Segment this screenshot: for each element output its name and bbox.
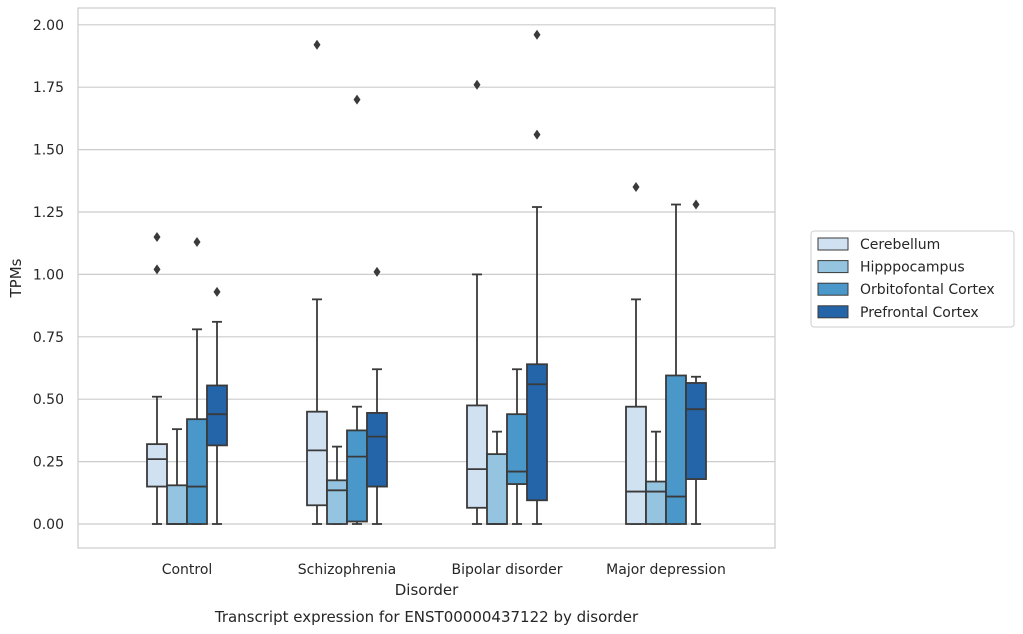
y-tick-label: 2.00	[33, 18, 64, 34]
box-orbitofontal-cortex-2	[506, 368, 528, 525]
box-iqr	[526, 363, 548, 502]
box-prefrontal-cortex-3	[685, 199, 707, 525]
legend-frame	[810, 230, 1015, 328]
y-tick-label: 1.75	[33, 80, 64, 96]
box-iqr	[326, 479, 348, 525]
box-orbitofontal-cortex-0	[186, 236, 208, 525]
outlier-point	[213, 286, 221, 297]
box-prefrontal-cortex-2	[526, 29, 548, 525]
chart-caption: Transcript expression for ENST0000043712…	[214, 608, 639, 626]
box-hipppocampus-2	[486, 430, 508, 525]
box-iqr	[506, 413, 528, 485]
y-tick-label: 0.25	[33, 455, 64, 471]
x-tick-label: Control	[162, 562, 213, 578]
plot-area-frame	[77, 7, 776, 549]
box-hipppocampus-0	[166, 428, 188, 525]
box-iqr	[206, 384, 228, 447]
box-cerebellum-1	[306, 39, 328, 525]
legend-swatch	[817, 305, 849, 319]
outlier-point	[473, 79, 481, 90]
box-iqr	[625, 405, 647, 525]
legend-label: Orbitofontal Cortex	[860, 282, 995, 298]
outlier-point	[193, 236, 201, 247]
y-tick-label: 1.00	[33, 267, 64, 283]
outlier-point	[153, 231, 161, 242]
outlier-point	[692, 199, 700, 210]
outlier-point	[313, 39, 321, 50]
box-iqr	[486, 453, 508, 525]
legend-label: Prefrontal Cortex	[860, 305, 979, 321]
box-hipppocampus-1	[326, 445, 348, 525]
box-iqr	[346, 429, 368, 523]
legend-label: Cerebellum	[860, 237, 940, 253]
outlier-point	[533, 129, 541, 140]
y-axis-label: TPMs	[7, 258, 25, 298]
x-axis-label: Disorder	[395, 581, 459, 599]
box-iqr	[146, 443, 168, 488]
box-iqr	[665, 374, 687, 525]
outlier-point	[533, 29, 541, 40]
legend: Cerebellum Hipppocampus Orbitofontal Corte…	[810, 230, 1015, 328]
box-iqr	[645, 480, 667, 525]
box-iqr	[306, 410, 328, 507]
y-tick-label: 1.25	[33, 205, 64, 221]
y-tick-label: 0.75	[33, 330, 64, 346]
box-hipppocampus-3	[645, 430, 667, 525]
legend-label: Hipppocampus	[860, 260, 965, 276]
box-prefrontal-cortex-1	[366, 266, 388, 525]
legend-swatch	[817, 237, 849, 251]
box-cerebellum-0	[146, 231, 168, 525]
y-tick-label: 0.50	[33, 392, 64, 408]
outlier-point	[632, 182, 640, 193]
box-iqr	[166, 484, 188, 525]
x-tick-label: Major depression	[606, 562, 726, 578]
y-axis-ticks: 0.00 0.25 0.50 0.75 1.00 1.25 1.50 1.75 2.00	[33, 18, 64, 533]
box-iqr	[186, 418, 208, 525]
box-orbitofontal-cortex-3	[665, 203, 687, 525]
box-iqr	[466, 404, 488, 509]
outlier-point	[353, 94, 361, 105]
y-tick-label: 1.50	[33, 143, 64, 159]
box-iqr	[366, 412, 388, 488]
box-cerebellum-2	[466, 79, 488, 525]
x-axis-ticks: Control Schizophrenia Bipolar disorder Majo…	[162, 562, 726, 578]
y-tick-label: 0.00	[33, 517, 64, 533]
x-tick-label: Bipolar disorder	[451, 562, 562, 578]
box-prefrontal-cortex-0	[206, 286, 228, 525]
legend-swatch	[817, 260, 849, 274]
box-orbitofontal-cortex-1	[346, 94, 368, 525]
outlier-point	[373, 266, 381, 277]
x-tick-label: Schizophrenia	[298, 562, 396, 578]
box-iqr	[685, 382, 707, 480]
legend-swatch	[817, 282, 849, 296]
box-cerebellum-3	[625, 182, 647, 525]
outlier-point	[153, 264, 161, 275]
box-plots	[146, 29, 707, 525]
